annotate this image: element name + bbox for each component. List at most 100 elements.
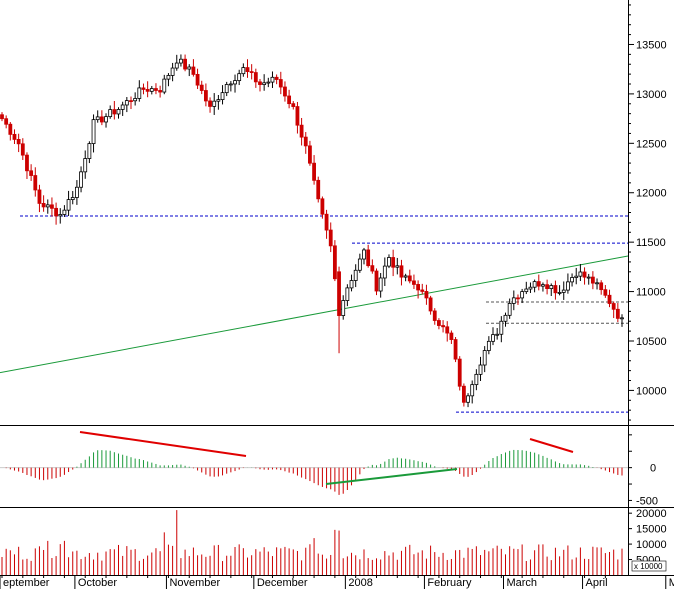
candle-body <box>603 289 608 296</box>
candle-body <box>154 88 158 91</box>
volume-tick-label: 10000 <box>636 539 667 551</box>
candle-body <box>370 265 375 272</box>
candle-body <box>545 284 550 289</box>
month-label: February <box>427 577 472 589</box>
candle-body <box>308 145 312 164</box>
candle-body <box>507 303 512 316</box>
candle-body <box>191 66 196 75</box>
candle-body <box>607 294 612 304</box>
candle-body <box>183 58 187 70</box>
candle-body <box>133 98 138 102</box>
month-label: May <box>669 577 674 589</box>
candle-body <box>179 58 183 64</box>
candle-body <box>253 72 258 83</box>
candle-body <box>524 288 529 293</box>
candle-body <box>470 384 475 397</box>
candle-body <box>374 270 379 292</box>
candle-body <box>41 203 46 208</box>
candle-body <box>541 284 545 287</box>
candle-body <box>332 245 337 280</box>
candle-body <box>582 271 587 278</box>
candle-body <box>199 84 204 91</box>
candle-body <box>520 291 525 299</box>
candle-body <box>437 320 441 326</box>
candle-body <box>574 275 579 278</box>
price-tick-label: 12000 <box>636 188 667 200</box>
candle-body <box>228 83 233 86</box>
month-label: April <box>586 577 608 589</box>
candle-body <box>391 257 396 268</box>
candle-body <box>511 297 516 304</box>
candle-body <box>270 76 275 83</box>
candle-body <box>362 249 366 260</box>
candle-body <box>108 109 113 118</box>
candle-body <box>79 171 83 188</box>
candle-body <box>137 87 142 99</box>
candle-body <box>295 106 300 126</box>
candle-body <box>237 73 242 82</box>
candle-body <box>491 334 495 342</box>
candle-body <box>187 66 192 70</box>
macd-tick-label: 0 <box>650 463 656 475</box>
volume-tick-label: 15000 <box>636 524 667 536</box>
volume-scale-note: x 10000 <box>634 562 663 571</box>
candle-body <box>120 104 125 110</box>
candle-body <box>129 100 133 103</box>
price-tick-label: 10000 <box>636 385 667 397</box>
candle-body <box>141 87 146 90</box>
month-label: eptember <box>3 577 50 589</box>
candle-body <box>420 289 425 292</box>
candle-body <box>499 320 504 335</box>
candle-body <box>461 385 466 403</box>
candle-body <box>258 81 262 85</box>
candle-body <box>357 258 362 271</box>
candle-body <box>203 90 208 102</box>
candle-body <box>570 277 574 283</box>
candle-body <box>303 136 308 147</box>
candle-body <box>566 281 570 291</box>
candle-body <box>395 265 400 268</box>
candle-body <box>29 170 34 176</box>
candle-body <box>124 100 129 106</box>
candle-body <box>416 284 421 291</box>
candle-body <box>33 175 38 191</box>
price-tick-label: 13000 <box>636 89 667 101</box>
candle-body <box>337 271 341 316</box>
price-tick-label: 12500 <box>636 138 667 150</box>
candle-body <box>595 282 599 285</box>
candle-body <box>283 86 287 97</box>
candle-body <box>158 90 163 93</box>
candle-body <box>316 179 321 200</box>
candle-body <box>54 207 58 217</box>
candle-body <box>37 189 42 204</box>
macd-trendline-green <box>325 468 458 485</box>
month-label: 2008 <box>348 577 372 589</box>
candle-body <box>278 79 283 88</box>
candle-body <box>553 285 558 294</box>
candle-body <box>478 364 483 375</box>
volume-tick-label: 20000 <box>636 508 667 520</box>
candle-body <box>536 281 541 287</box>
candle-body <box>528 286 533 290</box>
candle-body <box>578 271 583 277</box>
chart-frame: 10000 10500 11000 11500 12000 12500 13000 13500… <box>0 0 674 576</box>
candle-body <box>25 154 29 172</box>
candle-body <box>112 109 117 115</box>
candle-body <box>149 88 154 92</box>
candle-body <box>83 158 88 173</box>
month-label: March <box>506 577 537 589</box>
candle-body <box>503 314 508 322</box>
macd-trendline-red <box>79 431 247 457</box>
candle-body <box>224 84 229 94</box>
candle-body <box>324 213 329 231</box>
candle-body <box>516 297 520 300</box>
candle-body <box>216 99 221 102</box>
candle-body <box>95 116 100 121</box>
candle-body <box>45 204 50 208</box>
candle-body <box>449 332 454 340</box>
candle-body <box>74 186 79 198</box>
candle-body <box>20 143 25 156</box>
candle-body <box>249 71 254 73</box>
candle-body <box>50 204 54 209</box>
candle-body <box>0 114 4 120</box>
